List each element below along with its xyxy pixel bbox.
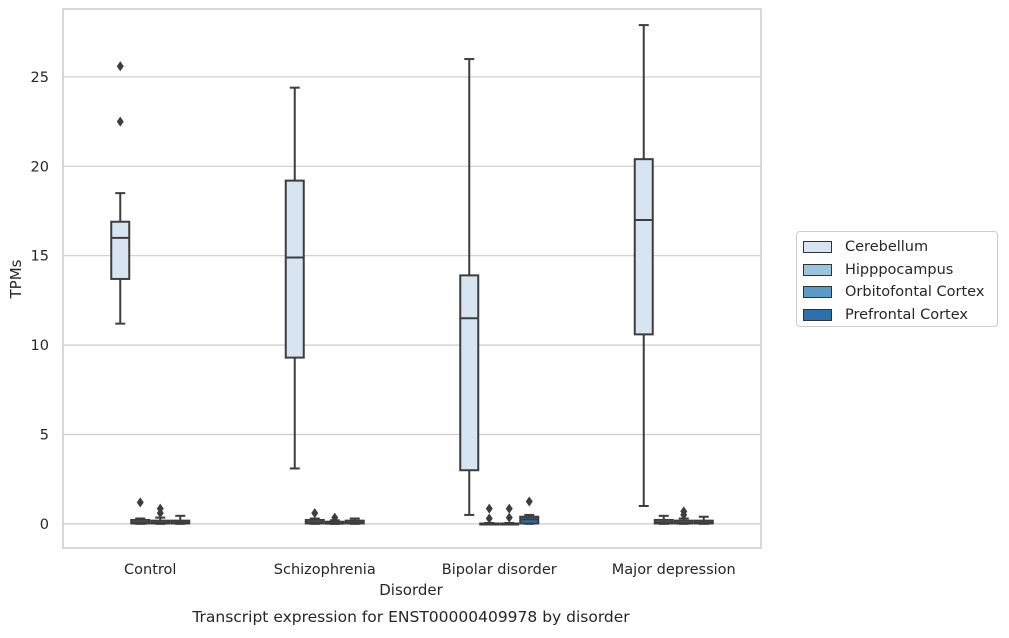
legend-label: Orbitofontal Cortex <box>845 284 985 301</box>
plot-frame <box>62 8 762 549</box>
box-group <box>324 512 345 525</box>
x-tick-labels: Control Schizophrenia Bipolar disorder Majo… <box>124 562 736 578</box>
legend-label: Prefrontal Cortex <box>845 306 968 323</box>
outlier-point <box>505 512 513 523</box>
box-group <box>344 517 365 525</box>
x-tick-label: Major depression <box>612 562 736 578</box>
box <box>284 179 305 359</box>
legend-label: Cerebellum <box>845 239 929 256</box>
legend-label: Hipppocampus <box>845 261 954 278</box>
outlier-point <box>485 503 493 514</box>
legend-item: Cerebellum <box>803 236 997 259</box>
y-tick-labels: 0 5 10 15 20 25 <box>31 70 49 533</box>
y-tick-label: 10 <box>31 338 49 354</box>
outlier-point <box>136 497 144 508</box>
box-group <box>459 58 480 516</box>
box-group <box>304 508 325 525</box>
y-tick-label: 5 <box>40 427 49 443</box>
outlier-point <box>156 503 164 514</box>
box-group <box>479 503 500 526</box>
legend-swatch <box>803 241 832 254</box>
x-tick-label: Schizophrenia <box>274 562 376 578</box>
legend-swatch <box>803 286 832 299</box>
box-group <box>653 514 674 525</box>
legend-item: Prefrontal Cortex <box>803 304 997 327</box>
outlier-point <box>505 503 513 514</box>
outlier-point <box>680 506 688 517</box>
x-axis-label: Disorder <box>379 581 443 599</box>
box-group <box>633 24 654 507</box>
box-group <box>150 503 171 525</box>
box-group <box>110 61 131 325</box>
box-group <box>673 506 694 525</box>
outlier-point <box>311 508 319 519</box>
outlier-point <box>485 513 493 524</box>
box-layer <box>110 24 714 526</box>
box <box>110 220 131 280</box>
y-tick-label: 0 <box>40 517 49 533</box>
y-tick-label: 20 <box>31 159 49 175</box>
box <box>459 274 480 472</box>
legend-item: Hipppocampus <box>803 259 997 282</box>
box-group <box>519 496 540 525</box>
legend-item: Orbitofontal Cortex <box>803 281 997 304</box>
legend: Cerebellum Hipppocampus Orbitofontal Corte… <box>796 231 998 327</box>
box-group <box>130 497 151 525</box>
box-group <box>170 514 191 525</box>
chart-title: Transcript expression for ENST0000040997… <box>191 608 630 626</box>
box-group <box>499 503 520 526</box>
box <box>633 158 654 336</box>
x-tick-label: Bipolar disorder <box>442 562 557 578</box>
y-tick-label: 15 <box>31 249 49 265</box>
grid-layer <box>63 76 761 525</box>
x-tick-label: Control <box>124 562 176 578</box>
outlier-point <box>116 116 124 127</box>
box-group <box>284 86 305 470</box>
y-tick-label: 25 <box>31 70 49 86</box>
legend-swatch <box>803 308 832 321</box>
outlier-point <box>331 512 339 523</box>
legend-swatch <box>803 263 832 276</box>
outlier-point <box>116 61 124 72</box>
box-group <box>693 515 714 525</box>
outlier-point <box>525 496 533 507</box>
y-axis-label: TPMs <box>7 259 25 299</box>
